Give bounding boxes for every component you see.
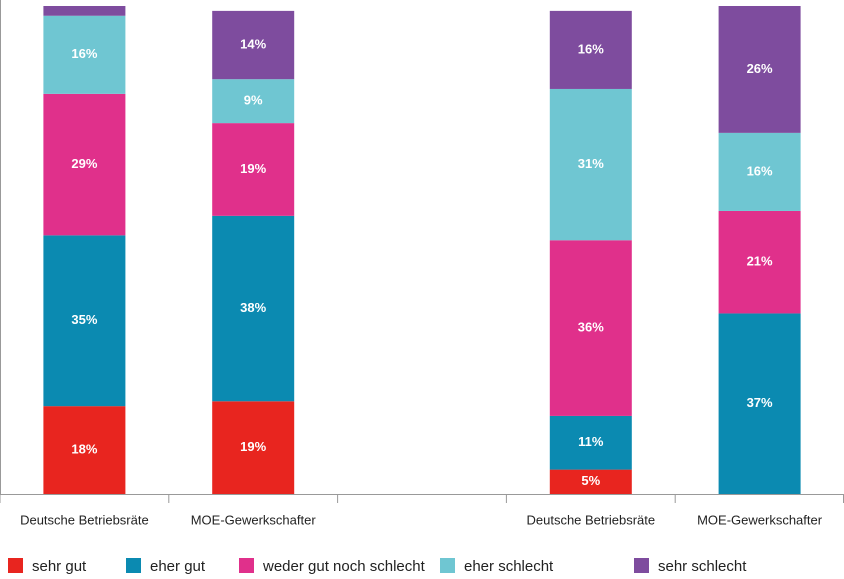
bar-segment <box>212 123 295 216</box>
data-label: 16% <box>578 41 604 56</box>
x-tick-label: MOE-Gewerkschafter <box>697 512 823 527</box>
data-label: 21% <box>747 254 773 269</box>
legend-label: eher schlecht <box>464 558 554 575</box>
legend-swatch <box>8 558 23 573</box>
data-label: 31% <box>578 156 604 171</box>
bar-segment <box>718 210 801 314</box>
data-label: 29% <box>71 156 97 171</box>
bar-segment <box>212 401 295 494</box>
legend-swatch <box>126 558 141 573</box>
data-label: 37% <box>747 395 773 410</box>
data-label: 18% <box>71 442 97 457</box>
x-tick-label: Deutsche Betriebsräte <box>20 512 149 527</box>
data-label: 9% <box>244 93 263 108</box>
data-label: 38% <box>240 300 266 315</box>
bar-segment <box>549 10 632 89</box>
data-label: 35% <box>71 312 97 327</box>
bar-segment <box>549 88 632 241</box>
legend-label: sehr schlecht <box>658 558 747 575</box>
bar-segment <box>718 132 801 211</box>
legend-swatch <box>239 558 254 573</box>
bar-segment <box>549 240 632 416</box>
bar-segment <box>212 10 295 80</box>
bar-segment <box>718 6 801 133</box>
legend-label: sehr gut <box>32 558 87 575</box>
legend-swatch <box>440 558 455 573</box>
bar-segment <box>549 415 632 470</box>
data-label: 26% <box>747 61 773 76</box>
bar-segment <box>43 235 126 407</box>
x-tick-label: MOE-Gewerkschafter <box>191 512 317 527</box>
data-label: 11% <box>578 434 604 449</box>
bar-segment <box>43 406 126 494</box>
bar-segment <box>43 6 126 16</box>
bar-segment <box>43 93 126 236</box>
data-label: 16% <box>747 163 773 178</box>
bar-segment <box>43 15 126 94</box>
data-label: 19% <box>240 439 266 454</box>
data-label: 14% <box>240 36 266 51</box>
x-tick-label: Deutsche Betriebsräte <box>526 512 655 527</box>
bar-segment <box>718 313 801 494</box>
bar-segment <box>549 469 632 494</box>
data-label: 16% <box>71 46 97 61</box>
legend-label: eher gut <box>150 558 206 575</box>
data-label: 5% <box>581 473 600 488</box>
bar-segment <box>212 215 295 402</box>
data-label: 36% <box>578 320 604 335</box>
bar-segment <box>212 79 295 124</box>
legend-label: weder gut noch schlecht <box>262 558 426 575</box>
legend-swatch <box>634 558 649 573</box>
data-label: 19% <box>240 161 266 176</box>
